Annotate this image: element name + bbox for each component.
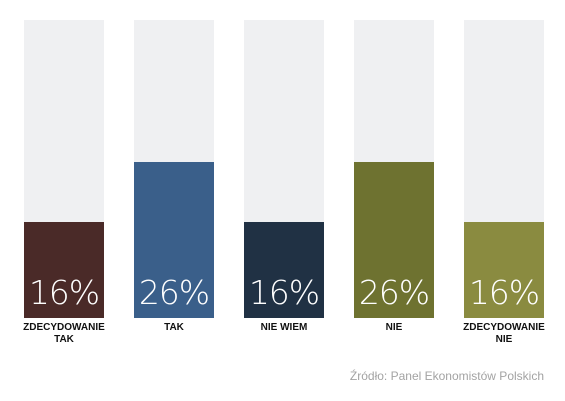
bar-value-label: 16% [28, 273, 100, 312]
source-note: Źródło: Panel Ekonomistów Polskich [349, 369, 544, 383]
bar-track: 26% [134, 20, 214, 318]
category-label: ZDECYDOWANIE TAK [23, 322, 105, 345]
category-label: NIE [385, 322, 403, 333]
bar: 26% [134, 162, 214, 318]
category-label: TAK [164, 322, 184, 333]
bar: 16% [244, 222, 324, 318]
bar-track: 16% [24, 20, 104, 318]
bar-value-label: 16% [468, 273, 540, 312]
bar-value-label: 26% [358, 273, 430, 312]
bar-value-label: 26% [138, 273, 210, 312]
bar-track: 16% [464, 20, 544, 318]
bar-track: 26% [354, 20, 434, 318]
category-label: NIE WIEM [260, 322, 308, 333]
bar: 16% [464, 222, 544, 318]
bar-value-label: 16% [248, 273, 320, 312]
bar: 26% [354, 162, 434, 318]
category-label: ZDECYDOWANIE NIE [463, 322, 545, 345]
bar-track: 16% [244, 20, 324, 318]
bar: 16% [24, 222, 104, 318]
